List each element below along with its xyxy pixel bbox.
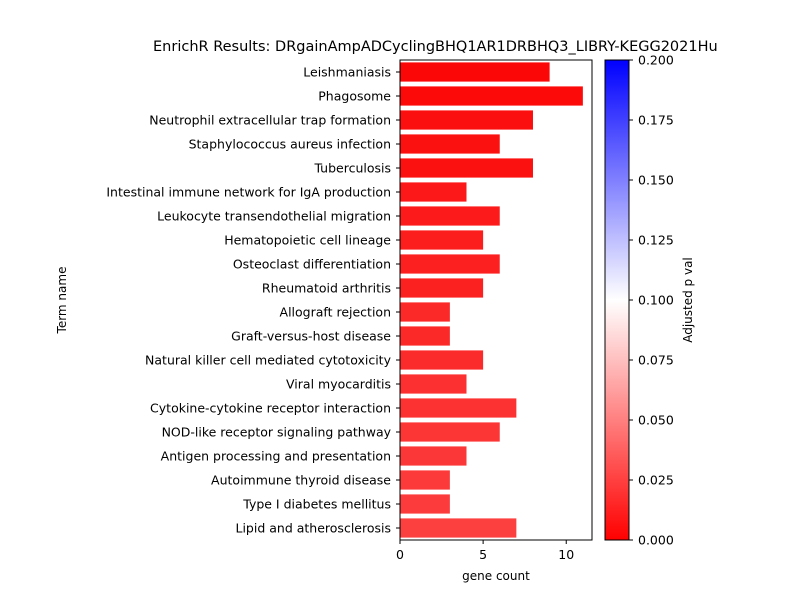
y-tick-label: Rheumatoid arthritis (262, 281, 391, 296)
x-tick-label: 0 (396, 547, 404, 562)
colorbar-tick-label: 0.075 (638, 353, 674, 368)
x-tick-label: 10 (558, 547, 574, 562)
bar (400, 326, 450, 346)
chart-title: EnrichR Results: DRgainAmpADCyclingBHQ1A… (153, 39, 718, 55)
bar (400, 398, 517, 418)
x-tick-label: 5 (479, 547, 487, 562)
y-tick-label: Osteoclast differentiation (233, 257, 391, 272)
y-tick-label: Antigen processing and presentation (161, 449, 391, 464)
bar (400, 470, 450, 490)
colorbar-tick-label: 0.025 (638, 473, 674, 488)
y-tick-labels: Leishmaniasis Phagosome Neutrophil extrace… (106, 65, 400, 536)
colorbar-tick-label: 0.175 (638, 113, 674, 128)
bar (400, 422, 500, 442)
bar (400, 182, 467, 202)
y-tick-label: Type I diabetes mellitus (242, 497, 391, 512)
y-tick-label: Staphylococcus aureus infection (189, 137, 391, 152)
colorbar-tick-label: 0.150 (638, 173, 674, 188)
bar (400, 254, 500, 274)
y-tick-label: Cytokine-cytokine receptor interaction (150, 401, 391, 416)
y-tick-label: Graft-versus-host disease (231, 329, 391, 344)
y-tick-label: Natural killer cell mediated cytotoxicit… (145, 353, 392, 368)
bar (400, 446, 467, 466)
colorbar-tick-label: 0.125 (638, 233, 674, 248)
y-tick-label: Leishmaniasis (303, 65, 391, 80)
y-tick-label: Hematopoietic cell lineage (224, 233, 391, 248)
bar (400, 374, 467, 394)
y-tick-label: Lipid and atherosclerosis (236, 521, 392, 536)
y-tick-label: Neutrophil extracellular trap formation (149, 113, 391, 128)
bar (400, 230, 484, 250)
bar (400, 518, 517, 538)
colorbar-tick-label: 0.100 (638, 293, 674, 308)
y-tick-label: Autoimmune thyroid disease (211, 473, 391, 488)
y-tick-label: Intestinal immune network for IgA produc… (106, 185, 391, 200)
bar (400, 494, 450, 514)
bar (400, 350, 484, 370)
bar (400, 62, 550, 82)
colorbar-tick-label: 0.200 (638, 53, 674, 68)
bar (400, 110, 533, 130)
plot-frame (399, 59, 593, 541)
bar (400, 158, 533, 178)
bar (400, 134, 500, 154)
y-tick-label: Allograft rejection (280, 305, 391, 320)
x-axis-label: gene count (462, 569, 530, 583)
colorbar-ticks: 0.000 0.025 0.050 0.075 0.100 0.125 0.150 0.175… (629, 53, 674, 548)
bar (400, 86, 583, 106)
colorbar-tick-label: 0.000 (638, 533, 674, 548)
colorbar (604, 59, 630, 541)
bar (400, 206, 500, 226)
bar (400, 278, 484, 298)
y-tick-label: Leukocyte transendothelial migration (157, 209, 391, 224)
y-tick-label: NOD-like receptor signaling pathway (162, 425, 392, 440)
colorbar-tick-label: 0.050 (638, 413, 674, 428)
colorbar-label: Adjusted p val (681, 257, 695, 343)
bars (400, 62, 583, 538)
x-ticks: 0 5 10 (396, 540, 574, 562)
y-axis-label: Term name (55, 267, 69, 335)
y-tick-label: Phagosome (318, 89, 391, 104)
y-tick-label: Viral myocarditis (286, 377, 391, 392)
y-tick-label: Tuberculosis (313, 161, 391, 176)
bar (400, 302, 450, 322)
